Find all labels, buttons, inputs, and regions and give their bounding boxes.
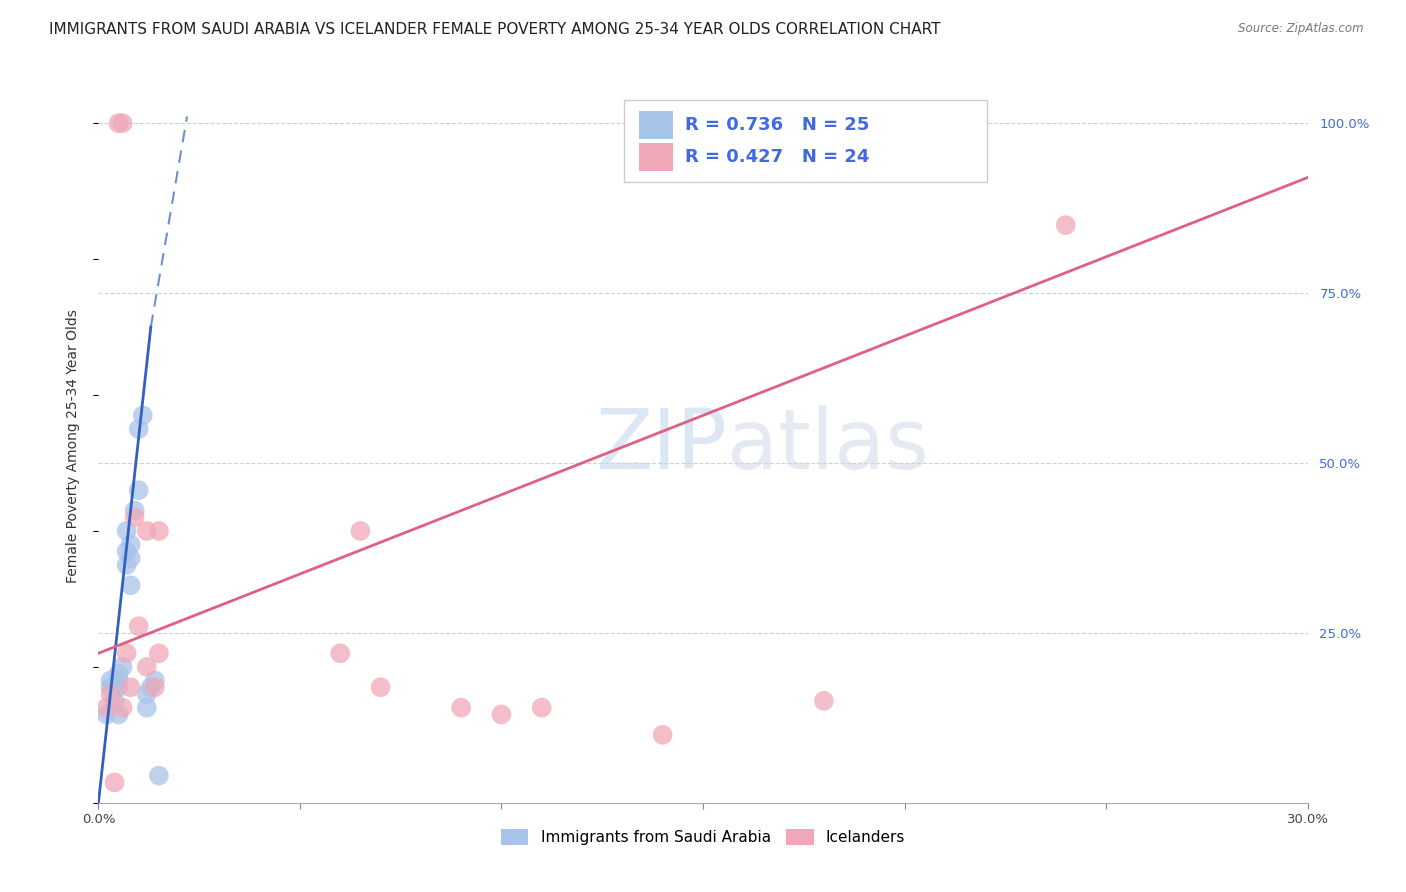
Point — [96, 700, 118, 714]
Text: R = 0.736   N = 25: R = 0.736 N = 25 — [685, 116, 869, 134]
Text: ZIP: ZIP — [595, 406, 727, 486]
Point — [349, 524, 371, 538]
Point — [107, 673, 129, 688]
Point — [111, 700, 134, 714]
Text: R = 0.427   N = 24: R = 0.427 N = 24 — [685, 148, 869, 166]
Point — [120, 578, 142, 592]
Point — [103, 694, 125, 708]
Point — [115, 646, 138, 660]
Point — [120, 537, 142, 551]
Point — [135, 660, 157, 674]
Point — [148, 524, 170, 538]
Point — [115, 524, 138, 538]
Point — [124, 503, 146, 517]
Point — [100, 680, 122, 694]
Point — [111, 660, 134, 674]
Point — [103, 680, 125, 694]
Point — [100, 673, 122, 688]
Point — [139, 680, 162, 694]
Point — [813, 694, 835, 708]
Point — [135, 700, 157, 714]
Legend: Immigrants from Saudi Arabia, Icelanders: Immigrants from Saudi Arabia, Icelanders — [501, 830, 905, 845]
Text: Source: ZipAtlas.com: Source: ZipAtlas.com — [1239, 22, 1364, 36]
Point — [115, 544, 138, 558]
Y-axis label: Female Poverty Among 25-34 Year Olds: Female Poverty Among 25-34 Year Olds — [66, 309, 80, 583]
Point — [103, 775, 125, 789]
Point — [107, 680, 129, 694]
Point — [491, 707, 513, 722]
Point — [107, 707, 129, 722]
Text: atlas: atlas — [727, 406, 929, 486]
Point — [128, 483, 150, 498]
Point — [143, 680, 166, 694]
Point — [120, 680, 142, 694]
FancyBboxPatch shape — [624, 100, 987, 182]
FancyBboxPatch shape — [638, 111, 673, 139]
Point — [107, 666, 129, 681]
Point — [530, 700, 553, 714]
Point — [148, 646, 170, 660]
Point — [370, 680, 392, 694]
Point — [148, 769, 170, 783]
Point — [124, 510, 146, 524]
Text: IMMIGRANTS FROM SAUDI ARABIA VS ICELANDER FEMALE POVERTY AMONG 25-34 YEAR OLDS C: IMMIGRANTS FROM SAUDI ARABIA VS ICELANDE… — [49, 22, 941, 37]
Point — [143, 673, 166, 688]
Point — [100, 687, 122, 701]
Point — [128, 619, 150, 633]
Point — [115, 558, 138, 572]
Point — [132, 409, 155, 423]
Point — [651, 728, 673, 742]
Point — [329, 646, 352, 660]
Point — [450, 700, 472, 714]
Point — [128, 422, 150, 436]
Point — [96, 707, 118, 722]
Point — [135, 524, 157, 538]
Point — [120, 551, 142, 566]
Point — [107, 116, 129, 130]
Point — [111, 116, 134, 130]
FancyBboxPatch shape — [638, 143, 673, 171]
Point — [1054, 218, 1077, 232]
Point — [135, 687, 157, 701]
